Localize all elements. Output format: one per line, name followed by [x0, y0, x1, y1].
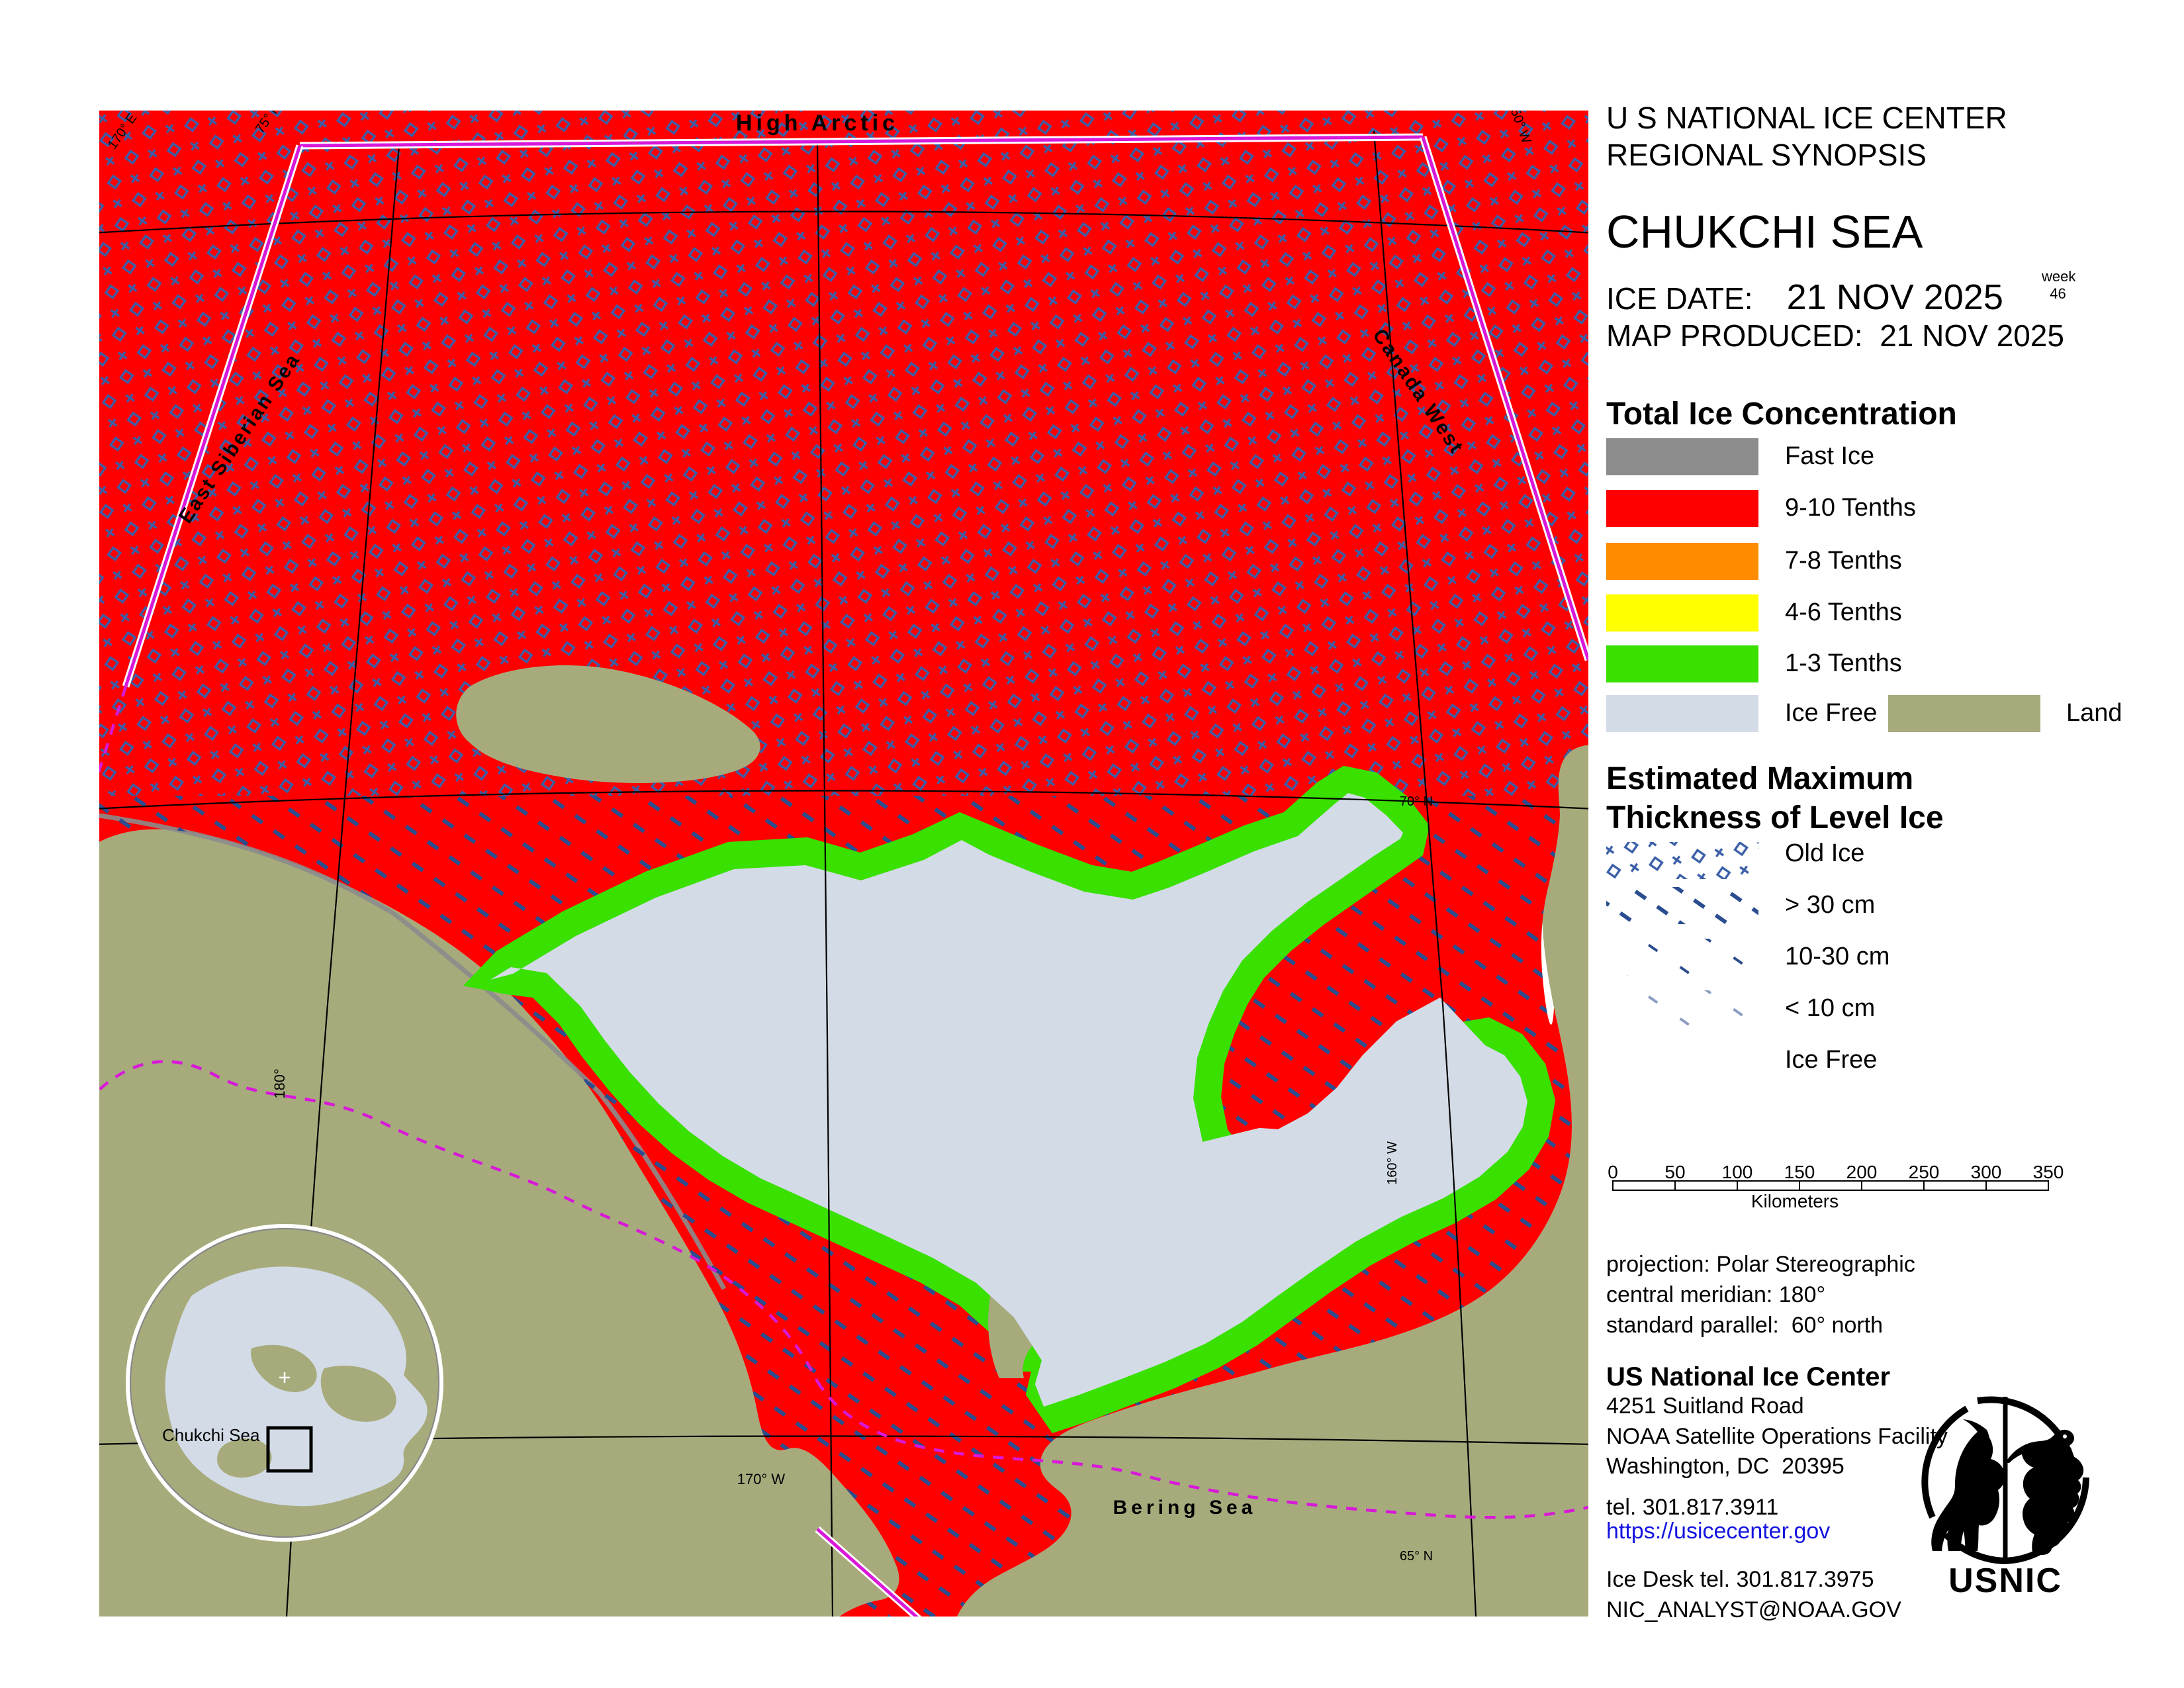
svg-text:Chukchi Sea: Chukchi Sea [162, 1425, 260, 1445]
svg-text:50: 50 [1664, 1162, 1685, 1182]
svg-text:300: 300 [1971, 1162, 2002, 1182]
svg-text:65° N: 65° N [1400, 1549, 1433, 1564]
svg-text:200: 200 [1846, 1162, 1878, 1182]
svg-text:250: 250 [1909, 1162, 1940, 1182]
svg-text:180°: 180° [271, 1068, 288, 1099]
svg-text:Kilometers: Kilometers [1751, 1191, 1839, 1211]
svg-text:160° W: 160° W [1385, 1141, 1400, 1185]
svg-text:Bering Sea: Bering Sea [1113, 1497, 1257, 1519]
svg-text:100: 100 [1722, 1162, 1753, 1182]
svg-text:USNIC: USNIC [1948, 1562, 2062, 1600]
svg-text:0: 0 [1608, 1162, 1618, 1182]
svg-text:170° W: 170° W [737, 1471, 786, 1487]
svg-text:70° N: 70° N [1400, 794, 1433, 809]
svg-text:350: 350 [2033, 1162, 2064, 1182]
svg-text:150: 150 [1784, 1162, 1815, 1182]
svg-text:High Arctic: High Arctic [736, 111, 899, 136]
